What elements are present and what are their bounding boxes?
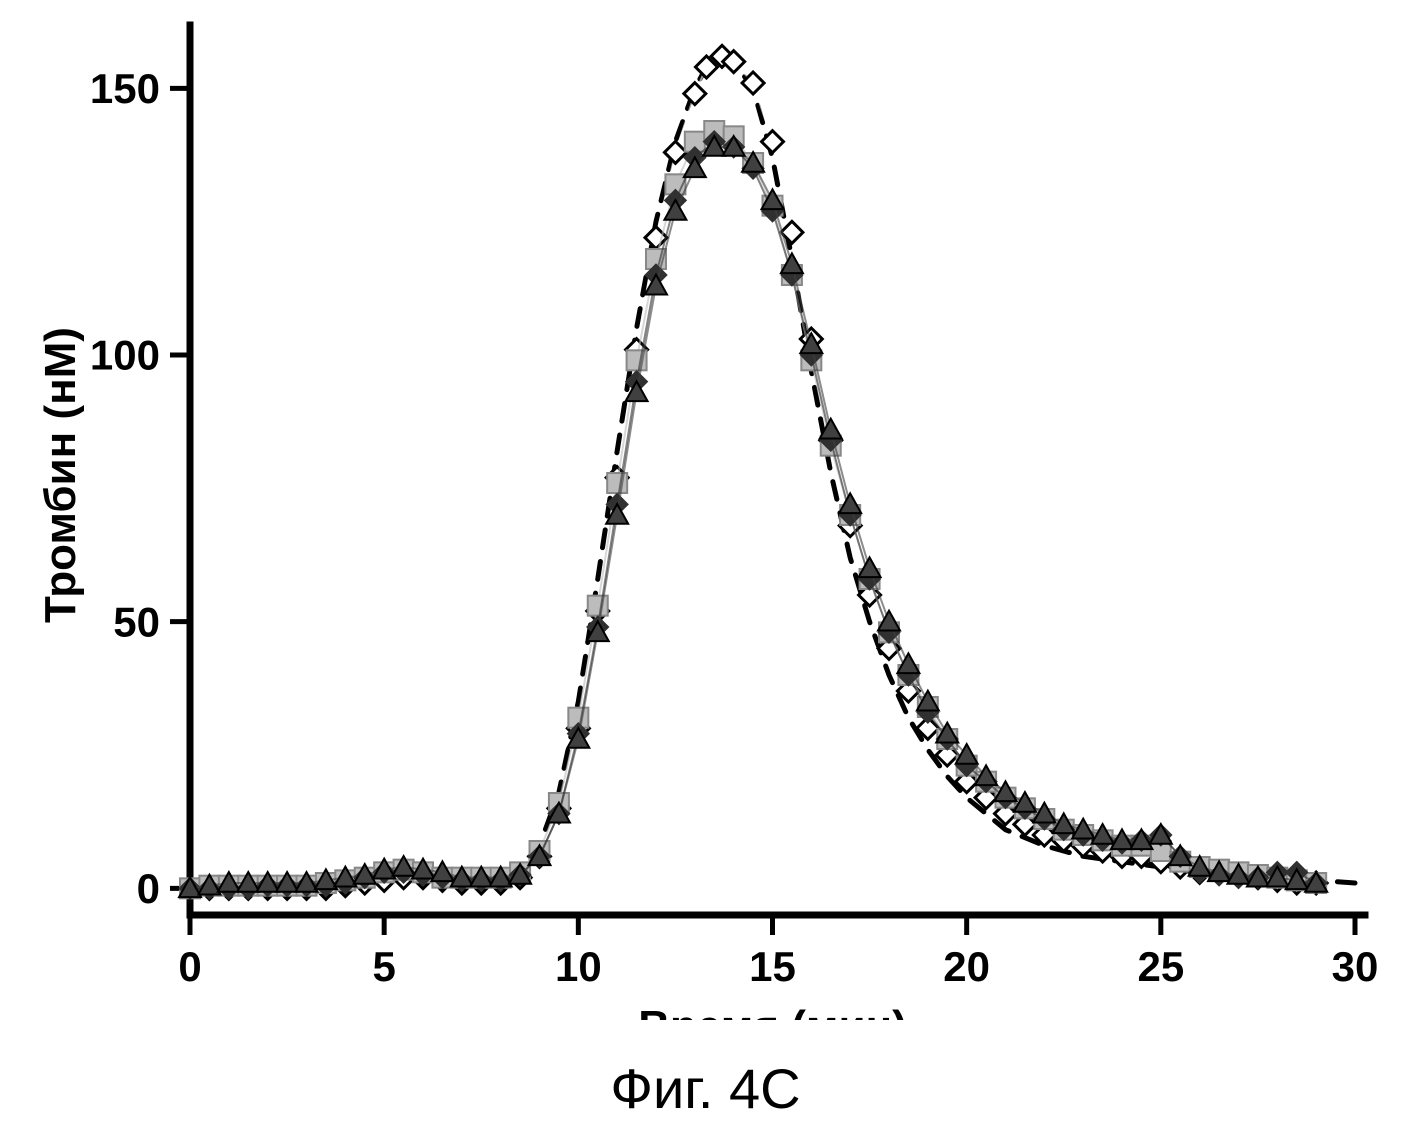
svg-text:30: 30 bbox=[1332, 943, 1379, 990]
svg-text:5: 5 bbox=[372, 943, 395, 990]
thrombin-chart: 0 5 10 15 20 25 30 0 50 100 150 Время (мин) Тромбин … bbox=[0, 0, 1411, 1020]
svg-text:Тромбин (нМ): Тромбин (нМ) bbox=[36, 327, 85, 623]
svg-text:0: 0 bbox=[137, 865, 160, 912]
svg-text:150: 150 bbox=[90, 65, 160, 112]
figure-wrap: 0 5 10 15 20 25 30 0 50 100 150 Время (мин) Тромбин … bbox=[0, 0, 1411, 1131]
svg-text:20: 20 bbox=[943, 943, 990, 990]
svg-text:100: 100 bbox=[90, 332, 160, 379]
svg-text:15: 15 bbox=[749, 943, 796, 990]
svg-text:25: 25 bbox=[1137, 943, 1184, 990]
figure-caption: Фиг. 4C bbox=[0, 1056, 1411, 1121]
svg-text:50: 50 bbox=[113, 598, 160, 645]
svg-text:Время (мин): Время (мин) bbox=[638, 1002, 906, 1020]
svg-text:10: 10 bbox=[555, 943, 602, 990]
svg-text:0: 0 bbox=[178, 943, 201, 990]
